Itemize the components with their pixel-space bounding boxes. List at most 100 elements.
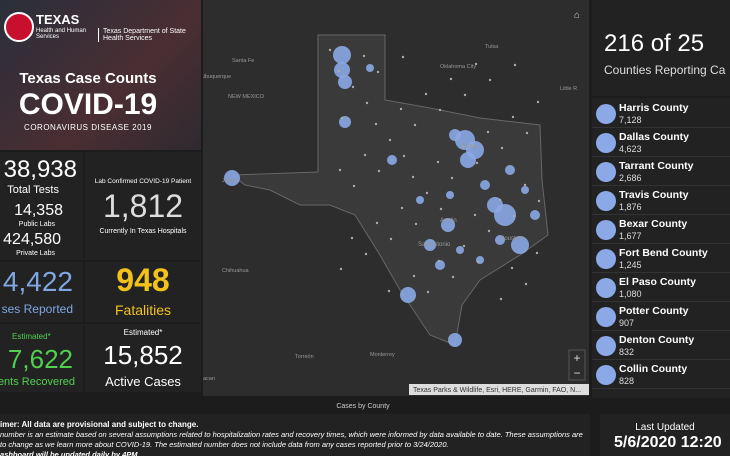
county-dot xyxy=(450,176,454,180)
zoom-control[interactable] xyxy=(568,349,586,381)
caption: Lab Confirmed COVID-19 Patient xyxy=(94,178,192,185)
county-bubble xyxy=(334,62,350,78)
map-label: Albuquerque xyxy=(203,74,231,80)
county-dot xyxy=(436,160,440,164)
county-bubble xyxy=(456,246,464,254)
county-bubble xyxy=(521,186,529,194)
map-label: Juárez xyxy=(222,178,239,184)
label: ses Reported xyxy=(1,302,73,316)
county-name: Denton County xyxy=(619,334,695,346)
county-bubble xyxy=(596,133,616,153)
county-dot xyxy=(437,259,441,263)
summary-panel: 216 of 25 Counties Reporting Ca xyxy=(592,0,730,96)
county-dot xyxy=(375,221,379,225)
label: ients Recovered xyxy=(0,376,75,388)
map-label: Torreón xyxy=(295,354,314,360)
fatalities: 948 xyxy=(116,262,170,298)
label: Currently In Texas Hospitals xyxy=(99,228,187,235)
county-dot xyxy=(473,213,477,217)
map-label: NEW MEXICO xyxy=(228,94,265,100)
covid-title: COVID-19 xyxy=(18,88,158,121)
home-button[interactable] xyxy=(569,6,585,22)
private-labs: 424,580 xyxy=(3,231,61,248)
county-bubble xyxy=(596,336,616,356)
county-dot xyxy=(449,77,453,81)
county-dot xyxy=(524,282,528,286)
county-dot xyxy=(499,297,503,301)
county-dot xyxy=(536,100,540,104)
county-dot xyxy=(401,55,405,59)
county-dot xyxy=(463,93,467,97)
agency-sub: Health and Human Services xyxy=(36,28,87,40)
map-label: Houston xyxy=(500,236,522,242)
county-bubble xyxy=(596,104,616,124)
fatalities-panel: 948 Fatalities xyxy=(85,262,201,322)
county-dot xyxy=(426,290,430,294)
disclaimer-line: imer: All data are provisional and subje… xyxy=(0,420,199,429)
county-row[interactable]: Potter County 907 xyxy=(592,303,730,331)
label: Public Labs xyxy=(18,221,55,228)
county-name: Collin County xyxy=(619,363,688,375)
label: Private Labs xyxy=(16,250,55,257)
county-dot xyxy=(476,260,480,264)
map[interactable]: Santa Fe Albuquerque NEW MEXICO Oklahoma Ci… xyxy=(203,0,589,412)
county-dot xyxy=(377,169,381,173)
county-bubble xyxy=(480,180,490,190)
map-label: Austin xyxy=(440,218,457,224)
county-bubble xyxy=(505,165,515,175)
county-dot xyxy=(365,101,369,105)
zoom-out[interactable]: − xyxy=(573,366,580,380)
county-dot xyxy=(535,251,539,255)
county-dot xyxy=(413,123,417,127)
county-row[interactable]: Fort Bend County 1,245 xyxy=(592,245,730,273)
county-name: Dallas County xyxy=(619,131,690,143)
map-label: Monterrey xyxy=(370,352,395,358)
map-label: Oklahoma City xyxy=(440,64,476,70)
county-count: 1,245 xyxy=(619,260,642,270)
county-row[interactable]: Denton County 832 xyxy=(592,332,730,360)
county-name: Fort Bend County xyxy=(619,247,708,259)
active-panel: Estimated* 15,852 Active Cases xyxy=(85,324,201,392)
county-row[interactable]: Travis County 1,876 xyxy=(592,187,730,215)
county-dot xyxy=(337,69,341,73)
county-row[interactable]: Bexar County 1,677 xyxy=(592,216,730,244)
county-dot xyxy=(461,145,465,149)
county-count: 832 xyxy=(619,347,635,357)
county-row[interactable]: Dallas County 4,623 xyxy=(592,129,730,157)
county-row[interactable]: Harris County 7,128 xyxy=(592,100,730,128)
county-dot xyxy=(537,199,541,203)
county-name: Tarrant County xyxy=(619,160,694,172)
county-dot xyxy=(374,122,378,126)
county-name: El Paso County xyxy=(619,276,697,288)
county-bubble xyxy=(338,75,352,89)
county-dot xyxy=(411,175,415,179)
county-dot xyxy=(328,48,332,52)
county-row[interactable]: Tarrant County 2,686 xyxy=(592,158,730,186)
county-list[interactable]: Harris County 7,128 Dallas County 4,623 Tarr… xyxy=(592,98,730,398)
home-icon[interactable]: ⌂ xyxy=(574,10,580,21)
county-name: Bexar County xyxy=(619,218,688,230)
tests-panel: 38,938 Total Tests 14,358 Public Labs 42… xyxy=(0,152,83,260)
map-label: Dallas xyxy=(462,144,479,150)
county-bubble xyxy=(400,287,416,303)
county-bubble xyxy=(596,307,616,327)
county-row[interactable]: El Paso County 1,080 xyxy=(592,274,730,302)
zoom-in[interactable]: + xyxy=(573,351,580,365)
county-dot xyxy=(425,191,429,195)
county-dot xyxy=(439,207,443,211)
county-count: 1,677 xyxy=(619,231,642,241)
county-dot xyxy=(512,214,516,218)
county-dot xyxy=(402,154,406,158)
header-panel: TEXAS Health and Human Services Texas De… xyxy=(0,0,201,150)
total-tests: 38,938 xyxy=(3,156,77,183)
county-dot xyxy=(350,236,354,240)
county-count: 4,623 xyxy=(619,144,642,154)
county-dot xyxy=(340,116,344,120)
county-name: Travis County xyxy=(619,189,689,201)
county-bubble xyxy=(530,210,540,220)
county-dot xyxy=(412,274,416,278)
county-row[interactable]: Collin County 828 xyxy=(592,361,730,389)
county-dot xyxy=(338,168,342,172)
map-label: Santa Fe xyxy=(232,58,254,64)
county-bubble xyxy=(487,197,503,213)
